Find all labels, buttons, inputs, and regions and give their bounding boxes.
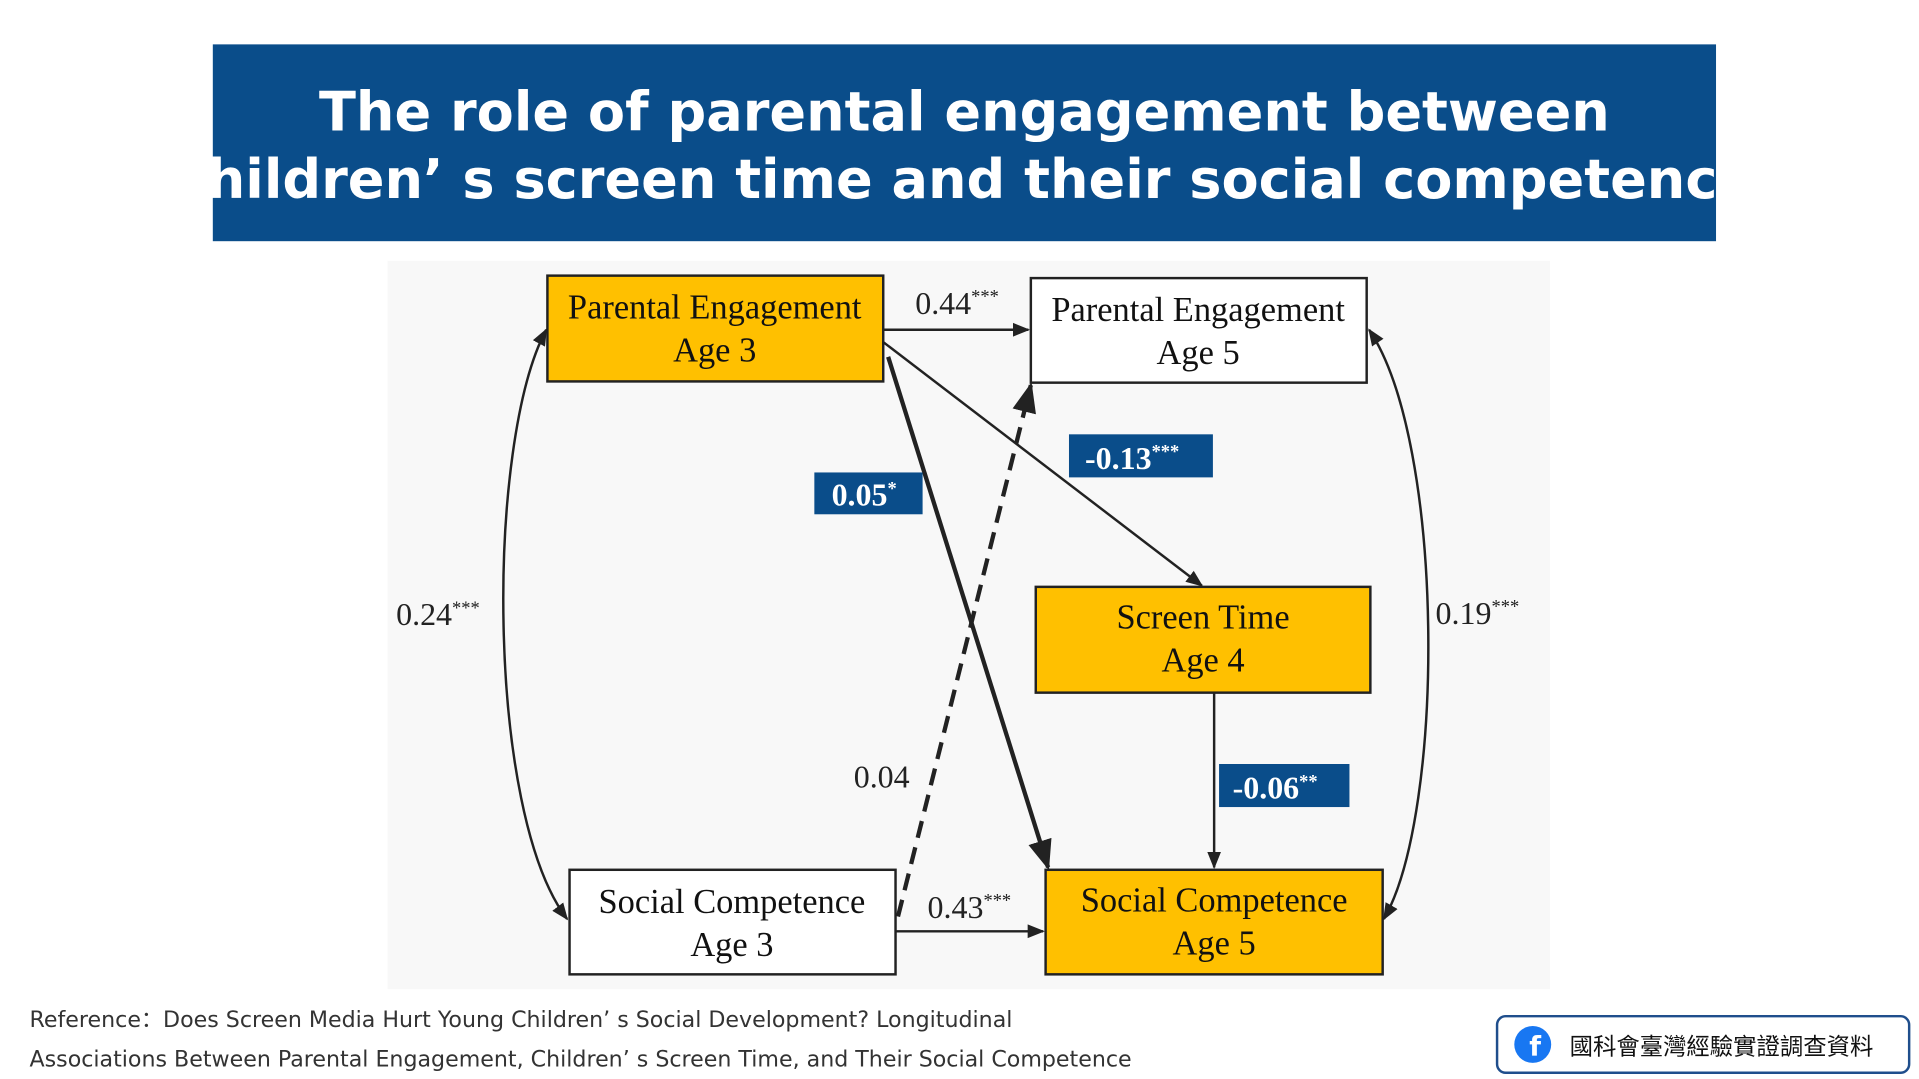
- coef: 0.43: [928, 890, 984, 925]
- coef: 0.19: [1436, 596, 1492, 631]
- label-box: [814, 472, 923, 515]
- facebook-f: f: [1529, 1032, 1541, 1063]
- stars: ***: [1152, 442, 1180, 462]
- stars: ***: [971, 287, 999, 307]
- edge: [502, 328, 569, 921]
- title-banner: [212, 44, 1717, 242]
- reference: Reference：Does Screen Media Hurt Young C…: [30, 1007, 1013, 1033]
- edge-label: 0.24***: [396, 597, 480, 632]
- nodes: Parental Engagement Age 3 Parental Engag…: [546, 274, 1384, 976]
- node-label: Age 3: [690, 926, 773, 964]
- title-line: children’ s screen time and their social…: [175, 148, 1754, 211]
- edges: [502, 322, 1430, 939]
- node-label: Social Competence: [1081, 882, 1348, 920]
- stars: ***: [452, 598, 480, 618]
- node-label: Social Competence: [599, 883, 866, 921]
- edge-label: 0.43***: [928, 890, 1012, 925]
- node-label: Age 5: [1173, 925, 1256, 963]
- edge: [1368, 328, 1430, 921]
- facebook-icon: [1514, 1026, 1552, 1063]
- edge-label: -0.13***: [1085, 441, 1179, 476]
- coef: 0.24: [396, 597, 452, 632]
- node-box: [1029, 276, 1368, 384]
- edge-labels: 0.44*** -0.13*** 0.05* 0.04 -0.06** 0.43…: [396, 286, 1519, 925]
- node-label: Age 4: [1161, 642, 1244, 680]
- stars: **: [1299, 771, 1317, 791]
- badge[interactable]: [1495, 1014, 1911, 1074]
- badge-text: 國科會臺灣經驗實證調查資料: [1570, 1032, 1874, 1060]
- reference: Associations Between Parental Engagement…: [30, 1047, 1132, 1073]
- stars: *: [888, 479, 897, 499]
- node-label: Age 3: [673, 332, 756, 370]
- edge-label: -0.06**: [1233, 770, 1318, 805]
- node-label: Parental Engagement: [568, 289, 862, 327]
- stars: ***: [1492, 597, 1520, 617]
- title-line: The role of parental engagement between: [319, 80, 1610, 143]
- node-box: [1044, 868, 1384, 976]
- edge: [895, 382, 1036, 918]
- node-label: Screen Time: [1116, 599, 1289, 637]
- node-label: Parental Engagement: [1051, 291, 1345, 329]
- label-box: [1219, 763, 1350, 808]
- edge: [882, 341, 1204, 587]
- coef: -0.13: [1085, 441, 1152, 476]
- node-box: [568, 868, 897, 976]
- coef: 0.44: [915, 286, 971, 321]
- edge: [886, 356, 1052, 871]
- coef: -0.06: [1233, 770, 1300, 805]
- node-label: Age 5: [1157, 334, 1240, 372]
- edge-label: 0.19***: [1436, 596, 1520, 631]
- edge-label: 0.04: [854, 759, 910, 794]
- edge-label: 0.44***: [915, 286, 999, 321]
- edge-label: 0.05*: [832, 478, 897, 513]
- stars: ***: [983, 891, 1011, 911]
- node-box: [546, 274, 885, 383]
- coef: 0.05: [832, 478, 888, 513]
- label-box: [1068, 434, 1213, 478]
- node-box: [1034, 585, 1372, 694]
